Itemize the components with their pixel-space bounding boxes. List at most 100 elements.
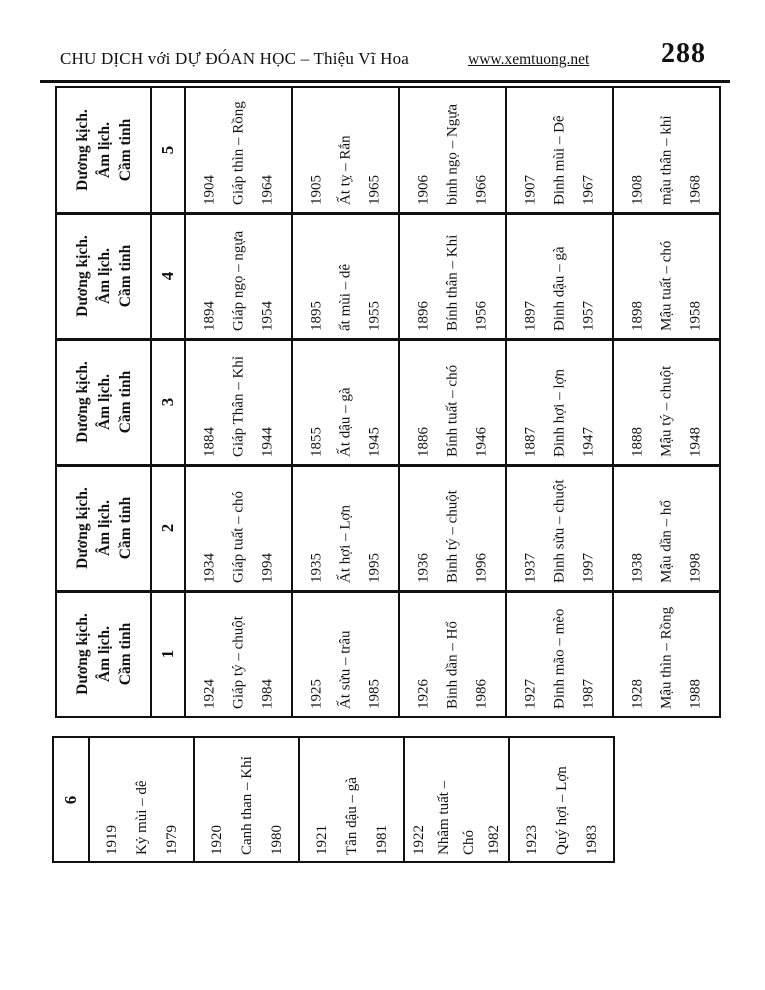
- solar-year-start: 1922: [410, 824, 427, 855]
- lunar-zodiac-name: Đinh dậu – gà: [551, 246, 567, 331]
- solar-year-start: 1898: [629, 301, 645, 331]
- year-cell: 1936 Binh tý – chuột 1996: [398, 463, 507, 592]
- lunar-zodiac-name: Quý hợi – Lợn: [553, 765, 570, 855]
- col-header-line: Dương kịch.: [73, 487, 91, 569]
- solar-year-repeat: 1964: [259, 174, 275, 205]
- year-cell: 1906 binh ngọ – Ngựa 1966: [398, 86, 507, 214]
- column-number-cell: 6: [52, 736, 90, 863]
- solar-year-repeat: 1979: [163, 824, 180, 855]
- solar-year-start: 1887: [522, 427, 538, 457]
- column-number: 4: [158, 271, 177, 281]
- year-cell: 1925 Ất sửu – trâu 1985: [291, 589, 400, 718]
- column-number-cell: 2: [150, 463, 186, 592]
- column-number-cell: 5: [150, 86, 186, 214]
- year-cell: 1937 Đinh sửu – chuột 1997: [505, 463, 614, 592]
- solar-year-start: 1924: [201, 679, 217, 710]
- year-cell: 1908 mậu thân – khỉ 1968: [612, 86, 721, 214]
- table-band-2: Dương kịch. Âm lịch. Cầm tinh 2 1934 Giá…: [55, 463, 721, 592]
- solar-year-start: 1925: [308, 679, 324, 710]
- lunar-zodiac-name: Kỷ mùi – dê: [133, 779, 150, 855]
- column-number-cell: 1: [150, 589, 186, 718]
- solar-year-start: 1923: [523, 824, 540, 855]
- lunar-zodiac-name: binh ngọ – Ngựa: [444, 103, 460, 205]
- lunar-zodiac-name: Giáp Thân – Khỉ: [230, 356, 246, 457]
- header-divider: [40, 80, 730, 83]
- solar-year-repeat: 1967: [580, 174, 596, 205]
- year-cell: 1921 Tân dậu – gà 1981: [298, 736, 405, 863]
- solar-year-start: 1905: [308, 174, 324, 205]
- solar-year-repeat: 1965: [366, 174, 382, 205]
- lunar-zodiac-name: Mậu thìn – Rồng: [658, 607, 674, 710]
- lunar-zodiac-name: Đinh mùi – Dê: [551, 115, 567, 205]
- col-header-line: Dương kịch.: [73, 361, 91, 443]
- solar-year-repeat: 1944: [259, 427, 275, 457]
- zodiac-year-table: Dương kịch. Âm lịch. Cầm tinh 5 1904 Giá…: [55, 86, 721, 718]
- column-number: 5: [158, 145, 177, 155]
- year-cell: 1920 Canh than – Khỉ 1980: [193, 736, 300, 863]
- table-band-6: 6 1919 Kỷ mùi – dê 1979 1920 Canh than –…: [52, 736, 615, 863]
- lunar-zodiac-name: mậu thân – khỉ: [658, 115, 674, 205]
- column-number: 1: [158, 650, 177, 659]
- solar-year-repeat: 1957: [580, 301, 596, 331]
- year-cell: 1897 Đinh dậu – gà 1957: [505, 211, 614, 340]
- lunar-zodiac-name: Đinh mão – mèo: [551, 608, 567, 710]
- page-number: 288: [661, 38, 706, 69]
- solar-year-start: 1895: [308, 301, 324, 331]
- calendar-header-cell: Dương kịch. Âm lịch. Cầm tinh: [55, 463, 152, 592]
- year-cell: 1919 Kỷ mùi – dê 1979: [88, 736, 195, 863]
- solar-year-repeat: 1966: [473, 174, 489, 205]
- col-header-line: Cầm tinh: [116, 496, 134, 560]
- lunar-zodiac-name: Tân dậu – gà: [343, 776, 360, 855]
- table-band-1: Dương kịch. Âm lịch. Cầm tinh 1 1924 Giá…: [55, 589, 721, 718]
- solar-year-repeat: 1954: [259, 301, 275, 331]
- lunar-zodiac-name: Đinh sửu – chuột: [551, 479, 567, 583]
- lunar-zodiac-name-wrap: Chó: [460, 829, 477, 855]
- lunar-zodiac-name: Mậu dần – hổ: [658, 500, 674, 583]
- year-cell: 1922 Nhâm tuất – Chó 1982: [403, 736, 510, 863]
- solar-year-start: 1855: [308, 427, 324, 457]
- col-header-line: Cầm tinh: [116, 118, 134, 181]
- column-number-cell: 3: [150, 337, 186, 466]
- lunar-zodiac-name: Giáp tuất – chó: [230, 490, 246, 583]
- table-band-4: Dương kịch. Âm lịch. Cầm tinh 4 1894 Giá…: [55, 211, 721, 340]
- year-cell: 1888 Mậu tý – chuột 1948: [612, 337, 721, 466]
- solar-year-start: 1938: [629, 553, 645, 583]
- solar-year-repeat: 1995: [366, 553, 382, 583]
- lunar-zodiac-name: Ất hợi – Lợn: [337, 505, 353, 583]
- col-header-line: Âm lịch.: [94, 500, 112, 556]
- solar-year-repeat: 1988: [687, 679, 703, 710]
- column-number: 2: [158, 523, 177, 533]
- solar-year-repeat: 1981: [373, 824, 390, 855]
- solar-year-start: 1934: [201, 553, 217, 583]
- year-cell: 1935 Ất hợi – Lợn 1995: [291, 463, 400, 592]
- column-number: 3: [158, 397, 177, 407]
- lunar-zodiac-name: Giáp ngọ – ngựa: [230, 230, 246, 331]
- solar-year-start: 1896: [415, 301, 431, 331]
- col-header-line: Cầm tinh: [116, 623, 134, 686]
- lunar-zodiac-name: Ất tỵ – Rắn: [337, 135, 353, 205]
- solar-year-start: 1894: [201, 301, 217, 331]
- col-header-line: Âm lịch.: [94, 121, 112, 178]
- year-cell: 1928 Mậu thìn – Rồng 1988: [612, 589, 721, 718]
- solar-year-start: 1928: [629, 679, 645, 710]
- book-title: CHU DỊCH với DỰ ĐÓAN HỌC – Thiệu Vĩ Hoa: [60, 49, 410, 68]
- website-link[interactable]: www.xemtuong.net: [468, 51, 590, 68]
- solar-year-repeat: 1984: [259, 679, 275, 710]
- lunar-zodiac-name: Canh than – Khỉ: [238, 755, 255, 855]
- column-number-cell: 4: [150, 211, 186, 340]
- year-cell: 1894 Giáp ngọ – ngựa 1954: [184, 211, 293, 340]
- solar-year-repeat: 1985: [366, 679, 382, 710]
- solar-year-repeat: 1996: [473, 553, 489, 583]
- col-header-line: Âm lịch.: [94, 248, 112, 304]
- solar-year-repeat: 1968: [687, 174, 703, 205]
- solar-year-repeat: 1980: [268, 824, 285, 855]
- zodiac-year-table-continued: 6 1919 Kỷ mùi – dê 1979 1920 Canh than –…: [52, 736, 615, 863]
- year-cell: 1923 Quý hợi – Lợn 1983: [508, 736, 615, 863]
- year-cell: 1896 Bính thân – Khỉ 1956: [398, 211, 507, 340]
- column-number: 6: [61, 795, 80, 804]
- year-cell: 1934 Giáp tuất – chó 1994: [184, 463, 293, 592]
- solar-year-repeat: 1947: [580, 427, 596, 457]
- lunar-zodiac-name: Ất dậu – gà: [337, 387, 353, 457]
- year-cell: 1907 Đinh mùi – Dê 1967: [505, 86, 614, 214]
